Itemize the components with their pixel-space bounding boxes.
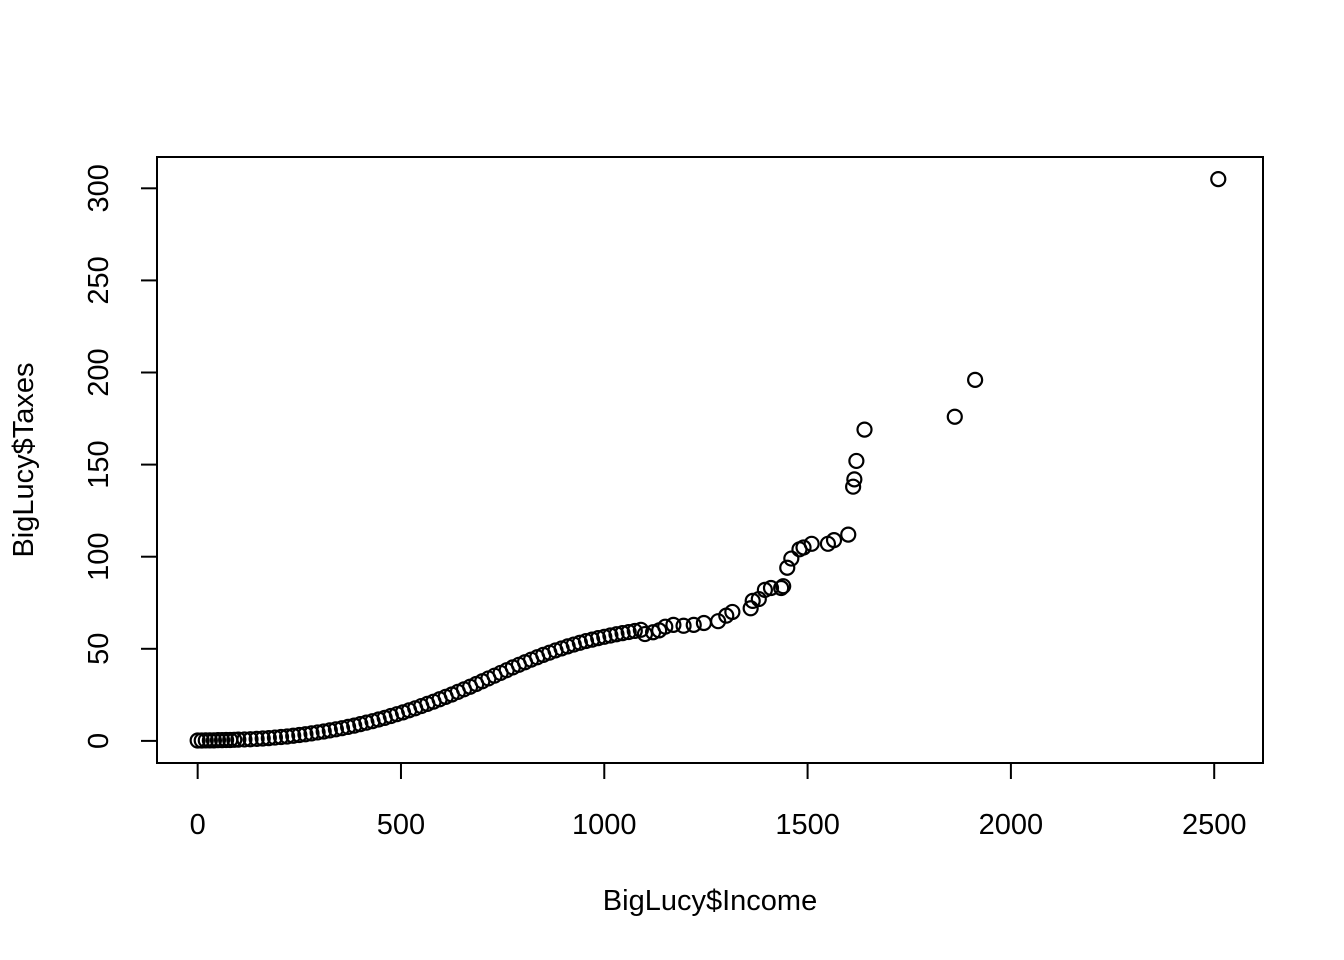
data-point xyxy=(775,578,792,595)
x-tick-label: 1500 xyxy=(775,809,840,841)
data-point xyxy=(279,728,296,745)
data-point xyxy=(333,720,351,737)
data-point xyxy=(254,730,271,747)
data-points xyxy=(189,171,1227,749)
data-point xyxy=(773,579,790,597)
data-point xyxy=(657,618,674,635)
data-point xyxy=(230,731,247,748)
data-point xyxy=(596,628,613,645)
data-point xyxy=(248,730,265,747)
y-axis: 0 50 100 150 200 250 300 xyxy=(83,164,158,749)
data-point xyxy=(1210,171,1227,188)
data-point xyxy=(590,630,607,647)
data-point xyxy=(685,616,702,633)
data-point xyxy=(675,617,692,634)
data-point xyxy=(321,722,338,739)
data-point xyxy=(710,613,727,630)
data-point xyxy=(291,726,308,744)
y-axis-title: BigLucy$Taxes xyxy=(8,362,40,557)
data-point xyxy=(297,726,314,743)
y-tick-label: 200 xyxy=(83,348,115,396)
data-point xyxy=(803,535,820,552)
data-point xyxy=(742,600,759,617)
y-tick-label: 100 xyxy=(83,533,115,581)
data-point xyxy=(626,622,643,640)
data-point xyxy=(762,579,780,597)
data-point xyxy=(845,478,862,495)
data-point xyxy=(260,730,277,747)
data-point xyxy=(620,623,637,641)
y-tick-label: 50 xyxy=(83,633,115,665)
data-point xyxy=(795,539,812,556)
data-point xyxy=(636,625,654,643)
data-point xyxy=(665,616,682,633)
data-point xyxy=(946,408,963,425)
data-point xyxy=(825,532,843,549)
data-point xyxy=(309,724,326,741)
data-point xyxy=(285,727,302,744)
data-point xyxy=(856,421,873,438)
data-point xyxy=(315,723,332,740)
data-point xyxy=(848,452,865,470)
y-tick-label: 150 xyxy=(83,440,115,488)
y-tick-label: 250 xyxy=(83,256,115,304)
x-tick-label: 0 xyxy=(190,809,206,841)
data-point xyxy=(695,614,713,632)
data-point xyxy=(303,725,320,742)
data-point xyxy=(783,550,800,567)
x-tick-label: 1000 xyxy=(572,809,637,841)
x-tick-label: 2500 xyxy=(1182,809,1247,841)
data-point xyxy=(846,471,863,488)
data-point xyxy=(242,731,259,748)
data-point xyxy=(779,559,796,576)
data-point xyxy=(236,731,253,748)
x-axis: 0 500 1000 1500 2000 2500 xyxy=(190,762,1247,841)
data-point xyxy=(614,625,631,642)
data-point xyxy=(266,729,284,746)
data-point xyxy=(272,728,290,746)
data-point xyxy=(840,526,857,543)
data-point xyxy=(602,627,619,644)
y-tick-label: 0 xyxy=(83,733,115,749)
data-point xyxy=(608,626,625,643)
data-point xyxy=(632,621,649,638)
plot-frame xyxy=(156,156,1264,764)
data-point xyxy=(967,371,984,388)
data-point xyxy=(724,603,741,621)
x-axis-title: BigLucy$Income xyxy=(603,885,817,917)
x-tick-label: 2000 xyxy=(979,809,1044,841)
data-point xyxy=(327,721,345,738)
y-tick-label: 300 xyxy=(83,164,115,212)
data-point xyxy=(340,718,357,735)
x-tick-label: 500 xyxy=(377,809,425,841)
data-point xyxy=(583,631,601,648)
